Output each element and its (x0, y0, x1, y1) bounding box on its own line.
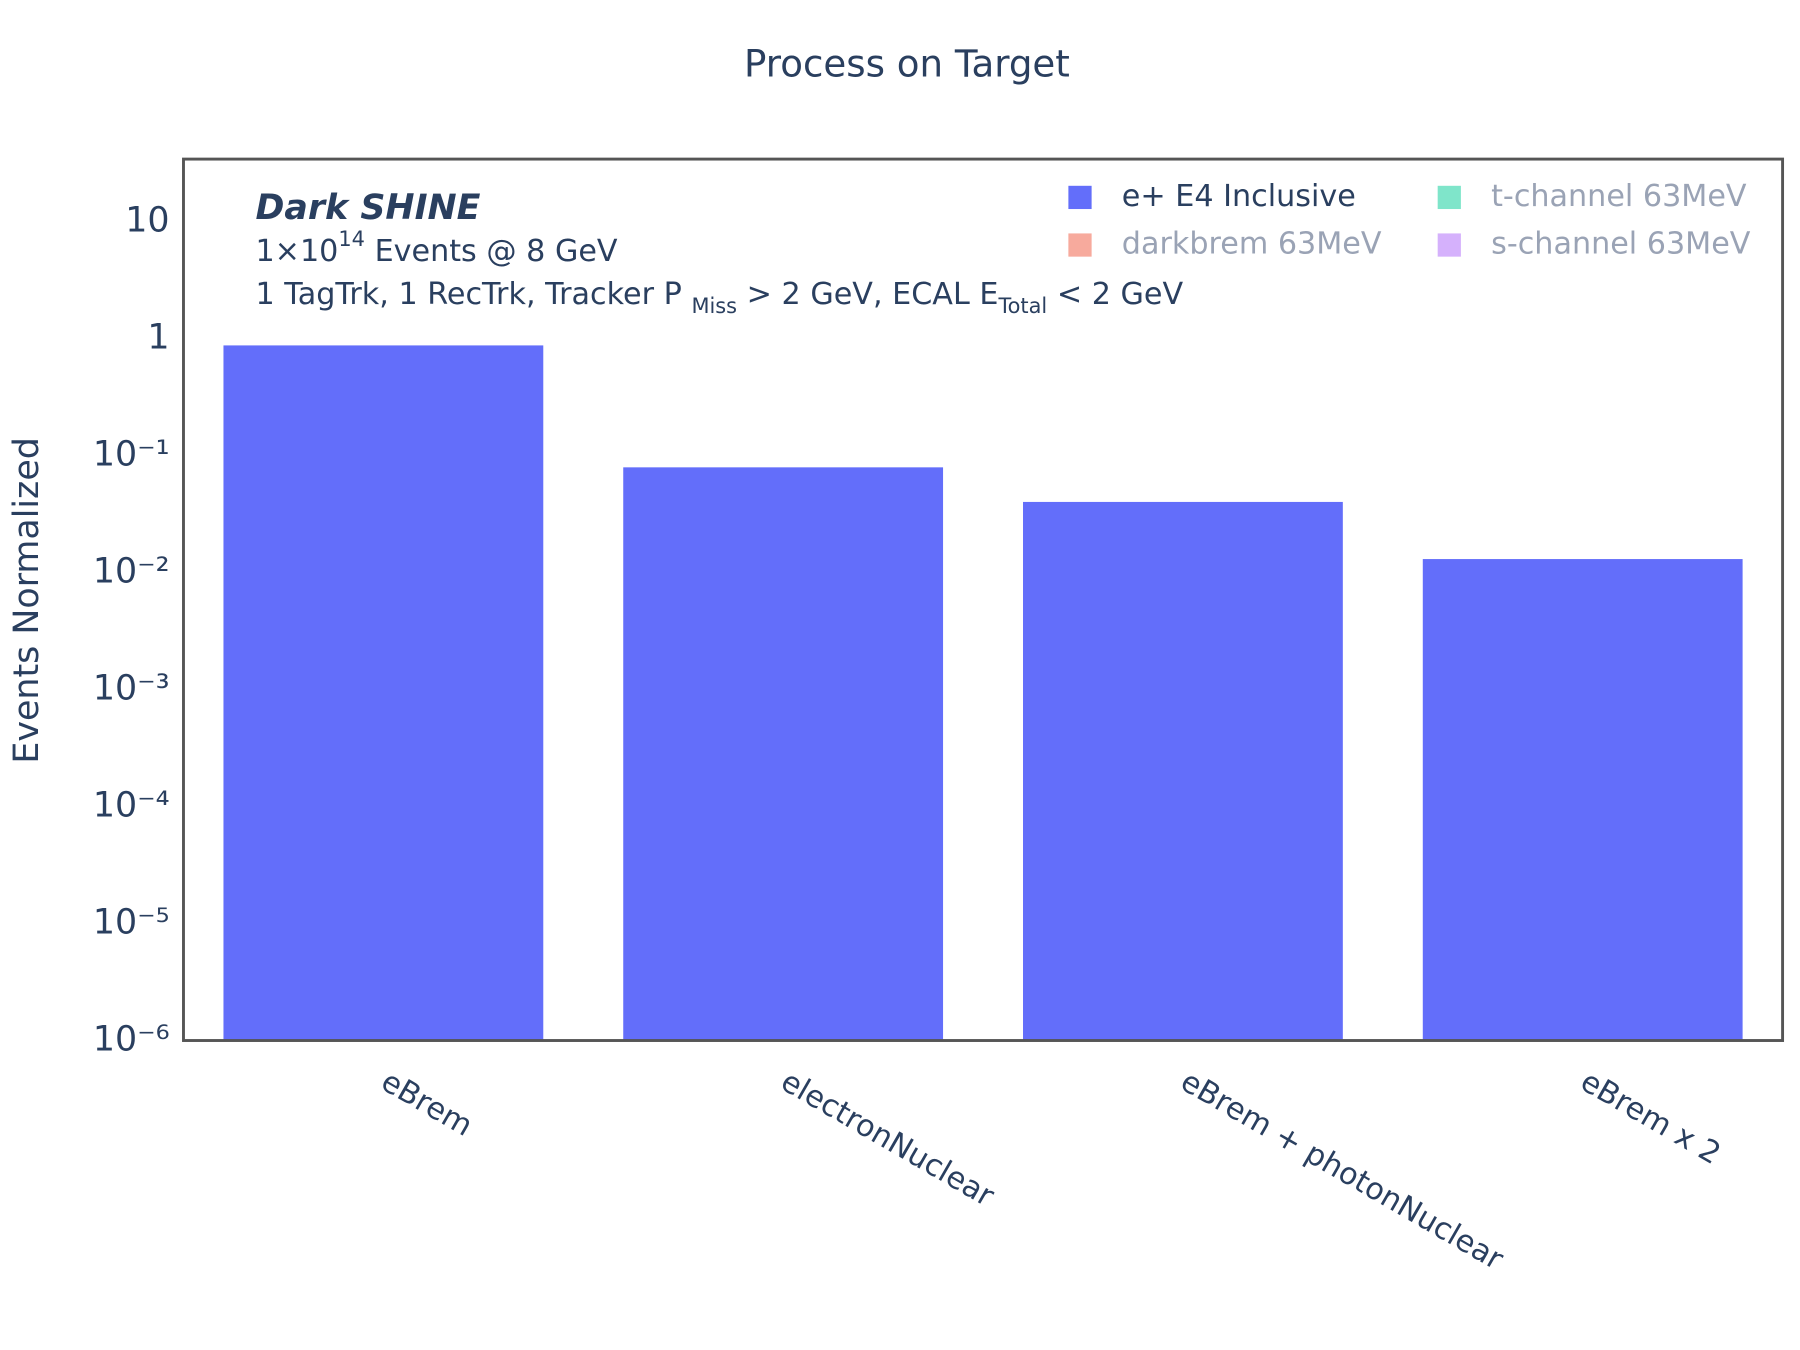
bar (1422, 559, 1743, 1041)
x-tick-label: eBrem + photonNuclear (1175, 1064, 1510, 1278)
annotation-part: Total (997, 294, 1047, 318)
annotation-part: 1 TagTrk, 1 RecTrk, Tracker P (255, 276, 691, 311)
legend-swatch (1437, 185, 1461, 210)
legend-label: darkbrem 63MeV (1122, 227, 1382, 262)
annotation-part: Miss (691, 294, 737, 318)
y-tick-label: 1 (147, 317, 169, 357)
y-axis-title: Events Normalized (7, 437, 47, 764)
annotation-part: > 2 GeV, ECAL E (737, 276, 998, 311)
annotation: 1×1014 Events @ 8 GeV (255, 227, 617, 268)
y-tick-label: 10⁻⁴ (93, 785, 170, 825)
legend-label: e+ E4 Inclusive (1122, 179, 1356, 214)
y-tick-label: 10⁻³ (93, 668, 170, 708)
x-tick-label: electronNuclear (775, 1064, 1000, 1214)
legend-swatch (1068, 233, 1092, 257)
y-tick-label: 10 (125, 200, 169, 240)
annotation-part: < 2 GeV (1047, 276, 1183, 311)
x-tick-label: eBrem (375, 1064, 478, 1144)
bar (223, 345, 544, 1041)
annotation: 1 TagTrk, 1 RecTrk, Tracker P Miss > 2 G… (255, 276, 1183, 318)
y-tick-label: 10⁻¹ (93, 434, 170, 474)
chart-title: Process on Target (744, 43, 1070, 86)
legend-label: s-channel 63MeV (1491, 227, 1751, 262)
y-tick-label: 10⁻⁶ (93, 1020, 170, 1060)
annotation-part: Dark SHINE (255, 188, 480, 228)
y-tick-label: 10⁻² (93, 551, 170, 591)
plot-border (182, 157, 1785, 1042)
annotation-part: 14 (338, 227, 365, 251)
legend-label: t-channel 63MeV (1491, 179, 1747, 214)
bar (1023, 501, 1343, 1041)
bar (623, 467, 944, 1041)
legend-swatch (1068, 185, 1092, 210)
legend-swatch (1437, 233, 1461, 257)
y-tick-label: 10⁻⁵ (93, 902, 170, 942)
annotation: Dark SHINE (255, 188, 480, 228)
x-tick-label: eBrem x 2 (1574, 1064, 1726, 1172)
annotation-part: Events @ 8 GeV (365, 234, 618, 269)
annotation-part: 1×10 (255, 234, 338, 269)
